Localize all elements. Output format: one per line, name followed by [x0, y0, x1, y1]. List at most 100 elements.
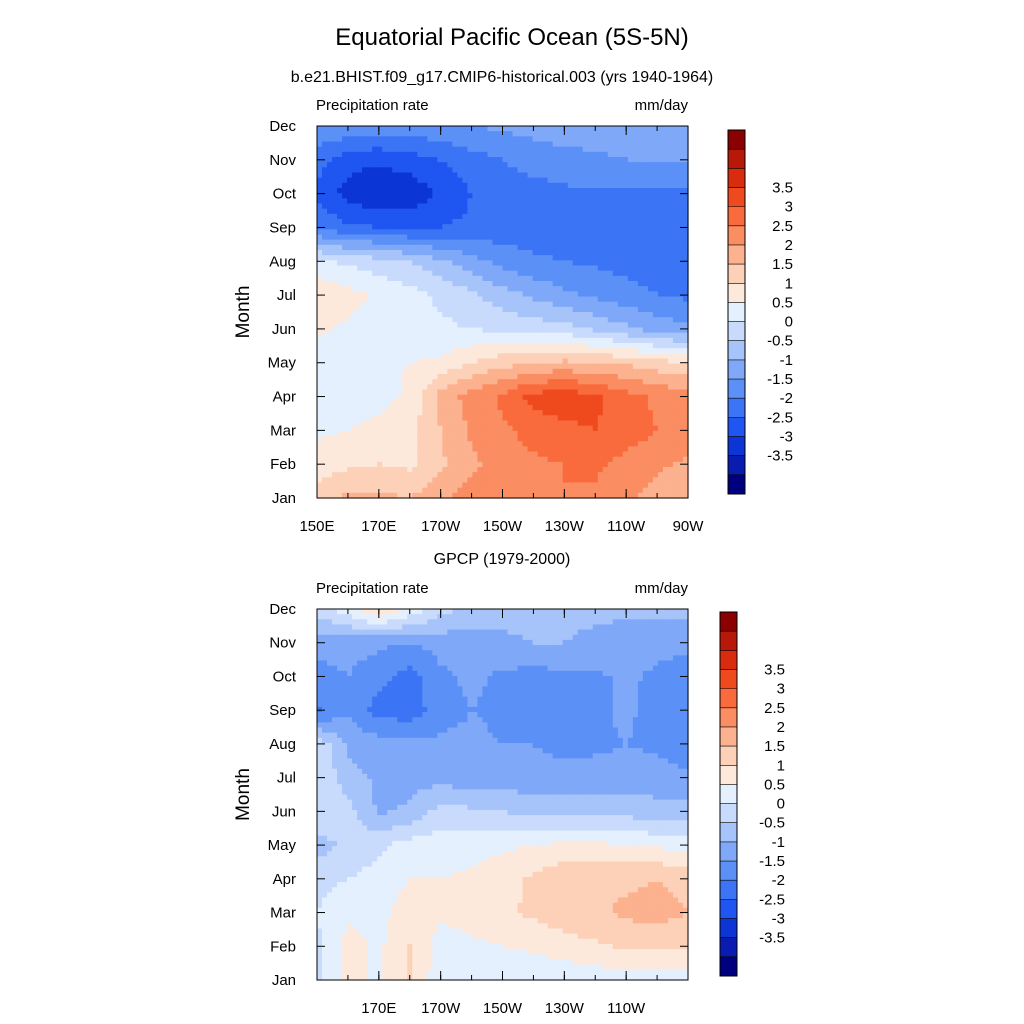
contour-cell: [672, 430, 679, 437]
contour-cell: [487, 451, 494, 458]
contour-cell: [382, 136, 388, 143]
contour-cell: [667, 157, 674, 163]
contour-cell: [627, 312, 634, 318]
contour-cell: [367, 172, 373, 179]
contour-cell: [502, 451, 509, 458]
contour-cell: [557, 193, 564, 199]
contour-cell: [452, 405, 458, 411]
contour-cell: [467, 405, 474, 411]
contour-cell: [642, 146, 649, 153]
contour-cell: [552, 368, 559, 375]
contour-cell: [507, 182, 514, 189]
contour-cell: [422, 229, 428, 236]
contour-cell: [492, 394, 499, 401]
contour-cell: [487, 182, 494, 189]
contour-cell: [487, 301, 494, 308]
contour-cell: [612, 275, 619, 282]
contour-cell: [472, 146, 479, 153]
contour-cell: [657, 250, 664, 256]
contour-cell: [667, 405, 674, 411]
contour-cell: [677, 332, 684, 339]
contour-cell: [562, 151, 569, 158]
contour-cell: [612, 146, 619, 153]
contour-cell: [677, 358, 684, 365]
contour-cell: [632, 296, 639, 303]
contour-cell: [357, 467, 363, 473]
contour-cell: [472, 436, 479, 442]
contour-cell: [352, 291, 358, 298]
contour-cell: [502, 353, 509, 360]
contour-cell: [377, 296, 383, 303]
contour-cell: [547, 415, 554, 422]
contour-cell: [552, 151, 559, 158]
contour-cell: [327, 275, 333, 282]
contour-cell: [627, 399, 634, 406]
contour-cell: [477, 363, 484, 370]
contour-cell: [542, 177, 549, 184]
contour-cell: [602, 430, 609, 437]
contour-cell: [612, 270, 619, 277]
contour-cell: [417, 337, 423, 344]
contour-cell: [557, 275, 564, 282]
contour-cell: [522, 301, 529, 308]
contour-cell: [352, 131, 358, 137]
contour-cell: [422, 317, 428, 323]
contour-cell: [662, 456, 669, 463]
contour-cell: [622, 332, 629, 339]
contour-cell: [677, 151, 684, 158]
contour-cell: [637, 415, 644, 422]
contour-cell: [512, 239, 519, 246]
contour-cell: [512, 436, 519, 442]
contour-cell: [372, 456, 378, 463]
contour-cell: [362, 255, 368, 261]
contour-cell: [322, 472, 328, 478]
contour-cell: [347, 281, 353, 287]
contour-cell: [557, 317, 564, 323]
contour-cell: [397, 250, 403, 256]
contour-cell: [422, 177, 428, 184]
contour-cell: [592, 198, 599, 205]
contour-cell: [562, 182, 569, 189]
contour-cell: [607, 358, 614, 365]
contour-cell: [647, 255, 654, 261]
contour-cell: [402, 203, 408, 210]
contour-cell: [387, 296, 393, 303]
contour-cell: [522, 405, 529, 411]
contour-cell: [377, 162, 383, 168]
contour-cell: [582, 151, 589, 158]
contour-cell: [452, 317, 458, 323]
contour-cell: [587, 317, 594, 323]
contour-cell: [587, 461, 594, 468]
contour-cell: [477, 384, 484, 391]
contour-cell: [522, 291, 529, 298]
contour-cell: [497, 436, 504, 442]
contour-cell: [317, 384, 323, 391]
contour-cell: [372, 126, 378, 132]
contour-cell: [537, 441, 544, 447]
contour-cell: [342, 410, 348, 416]
contour-cell: [637, 399, 644, 406]
contour-cell: [537, 379, 544, 385]
contour-cell: [552, 213, 559, 220]
contour-cell: [357, 389, 363, 396]
contour-cell: [462, 312, 468, 318]
contour-cell: [537, 322, 544, 329]
contour-cell: [542, 301, 549, 308]
contour-cell: [527, 182, 534, 189]
contour-cell: [482, 188, 489, 194]
contour-cell: [377, 410, 383, 416]
contour-cell: [492, 415, 499, 422]
contour-cell: [597, 410, 604, 416]
contour-cell: [397, 151, 403, 158]
contour-cell: [352, 177, 358, 184]
contour-cell: [532, 188, 539, 194]
contour-cell: [647, 332, 654, 339]
contour-cell: [607, 461, 614, 468]
contour-cell: [342, 430, 348, 437]
contour-cell: [677, 136, 684, 143]
contour-cell: [332, 239, 338, 246]
contour-cell: [557, 229, 564, 236]
contour-cell: [382, 291, 388, 298]
contour-cell: [457, 456, 463, 463]
contour-cell: [432, 275, 438, 282]
